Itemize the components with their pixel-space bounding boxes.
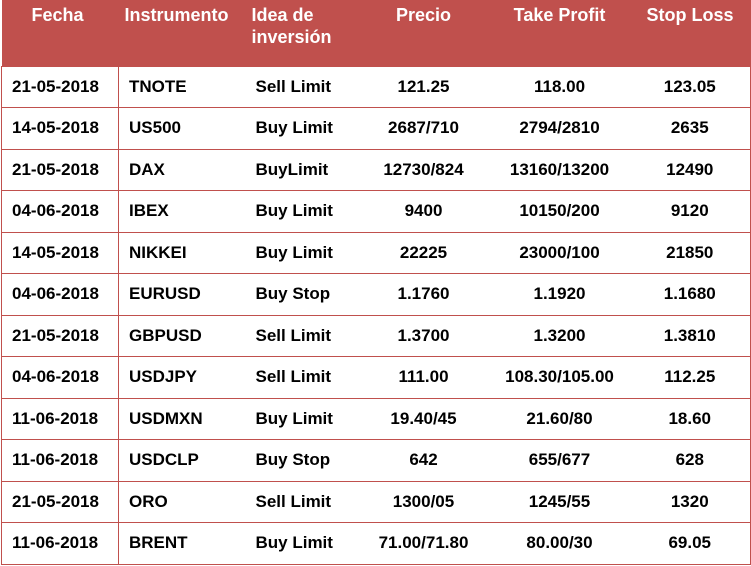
cell-idea: Buy Limit	[245, 190, 358, 233]
cell-instrumento: USDMXN	[118, 397, 246, 440]
cell-precio: 1300/05	[357, 480, 490, 523]
table-row: 21-05-2018 GBPUSD Sell Limit 1.3700 1.32…	[1, 314, 751, 357]
cell-take-profit: 108.30/105.00	[489, 356, 630, 399]
cell-precio: 1.3700	[357, 314, 490, 357]
cell-precio: 12730/824	[357, 148, 490, 191]
cell-fecha: 04-06-2018	[1, 356, 119, 399]
table-row: 04-06-2018 IBEX Buy Limit 9400 10150/200…	[1, 190, 751, 233]
cell-fecha: 04-06-2018	[1, 190, 119, 233]
header-row: Fecha Instrumento Idea de inversión Prec…	[1, 0, 751, 66]
cell-idea: Sell Limit	[245, 65, 358, 108]
cell-fecha: 21-05-2018	[1, 314, 119, 357]
cell-stop-loss: 21850	[629, 231, 751, 274]
table-row: 21-05-2018 DAX BuyLimit 12730/824 13160/…	[1, 148, 751, 191]
cell-precio: 9400	[357, 190, 490, 233]
cell-stop-loss: 2635	[629, 107, 751, 150]
table-row: 04-06-2018 USDJPY Sell Limit 111.00 108.…	[1, 356, 751, 399]
cell-idea: Sell Limit	[245, 314, 358, 357]
cell-fecha: 21-05-2018	[1, 480, 119, 523]
cell-instrumento: GBPUSD	[118, 314, 246, 357]
header-fecha: Fecha	[31, 5, 84, 25]
cell-instrumento: BRENT	[118, 522, 246, 565]
table-row: 11-06-2018 BRENT Buy Limit 71.00/71.80 8…	[1, 522, 751, 565]
cell-stop-loss: 1320	[629, 480, 751, 523]
cell-instrumento: NIKKEI	[118, 231, 246, 274]
cell-idea: Buy Stop	[245, 439, 358, 482]
cell-instrumento: IBEX	[118, 190, 246, 233]
cell-take-profit: 1.3200	[489, 314, 630, 357]
table-row: 21-05-2018 TNOTE Sell Limit 121.25 118.0…	[1, 65, 751, 108]
cell-take-profit: 23000/100	[489, 231, 630, 274]
header-stop-loss: Stop Loss	[646, 5, 734, 25]
cell-instrumento: USDCLP	[118, 439, 246, 482]
header-instrumento: Instrumento	[124, 5, 229, 25]
cell-take-profit: 1245/55	[489, 480, 630, 523]
header-take-profit: Take Profit	[513, 5, 606, 25]
cell-stop-loss: 69.05	[629, 522, 751, 565]
cell-fecha: 11-06-2018	[1, 522, 119, 565]
cell-precio: 1.1760	[357, 273, 490, 316]
table-body: 21-05-2018 TNOTE Sell Limit 121.25 118.0…	[1, 65, 751, 565]
cell-take-profit: 21.60/80	[489, 397, 630, 440]
cell-fecha: 04-06-2018	[1, 273, 119, 316]
cell-instrumento: EURUSD	[118, 273, 246, 316]
header-idea: Idea de inversión	[251, 5, 332, 47]
cell-stop-loss: 112.25	[629, 356, 751, 399]
cell-precio: 111.00	[357, 356, 490, 399]
cell-fecha: 11-06-2018	[1, 439, 119, 482]
cell-take-profit: 118.00	[489, 65, 630, 108]
cell-take-profit: 10150/200	[489, 190, 630, 233]
cell-take-profit: 655/677	[489, 439, 630, 482]
cell-stop-loss: 1.3810	[629, 314, 751, 357]
cell-idea: BuyLimit	[245, 148, 358, 191]
cell-idea: Sell Limit	[245, 356, 358, 399]
cell-idea: Buy Limit	[245, 522, 358, 565]
cell-stop-loss: 628	[629, 439, 751, 482]
cell-idea: Buy Stop	[245, 273, 358, 316]
table-row: 11-06-2018 USDCLP Buy Stop 642 655/677 6…	[1, 439, 751, 482]
cell-take-profit: 1.1920	[489, 273, 630, 316]
cell-stop-loss: 1.1680	[629, 273, 751, 316]
cell-idea: Buy Limit	[245, 231, 358, 274]
table-row: 21-05-2018 ORO Sell Limit 1300/05 1245/5…	[1, 480, 751, 523]
cell-idea: Buy Limit	[245, 107, 358, 150]
cell-instrumento: DAX	[118, 148, 246, 191]
cell-fecha: 11-06-2018	[1, 397, 119, 440]
cell-instrumento: US500	[118, 107, 246, 150]
cell-precio: 22225	[357, 231, 490, 274]
cell-instrumento: TNOTE	[118, 65, 246, 108]
cell-stop-loss: 18.60	[629, 397, 751, 440]
cell-precio: 121.25	[357, 65, 490, 108]
cell-stop-loss: 9120	[629, 190, 751, 233]
table-row: 14-05-2018 NIKKEI Buy Limit 22225 23000/…	[1, 231, 751, 274]
cell-idea: Sell Limit	[245, 480, 358, 523]
cell-precio: 2687/710	[357, 107, 490, 150]
cell-fecha: 14-05-2018	[1, 231, 119, 274]
table-row: 14-05-2018 US500 Buy Limit 2687/710 2794…	[1, 107, 751, 150]
table-row: 11-06-2018 USDMXN Buy Limit 19.40/45 21.…	[1, 397, 751, 440]
cell-stop-loss: 123.05	[629, 65, 751, 108]
cell-stop-loss: 12490	[629, 148, 751, 191]
cell-precio: 19.40/45	[357, 397, 490, 440]
cell-idea: Buy Limit	[245, 397, 358, 440]
cell-precio: 642	[357, 439, 490, 482]
cell-take-profit: 2794/2810	[489, 107, 630, 150]
header-precio: Precio	[395, 5, 452, 25]
cell-fecha: 21-05-2018	[1, 65, 119, 108]
cell-instrumento: ORO	[118, 480, 246, 523]
cell-precio: 71.00/71.80	[357, 522, 490, 565]
table-row: 04-06-2018 EURUSD Buy Stop 1.1760 1.1920…	[1, 273, 751, 316]
cell-instrumento: USDJPY	[118, 356, 246, 399]
cell-take-profit: 13160/13200	[489, 148, 630, 191]
cell-take-profit: 80.00/30	[489, 522, 630, 565]
cell-fecha: 14-05-2018	[1, 107, 119, 150]
table-header: Fecha Instrumento Idea de inversión Prec…	[1, 0, 751, 66]
cell-fecha: 21-05-2018	[1, 148, 119, 191]
